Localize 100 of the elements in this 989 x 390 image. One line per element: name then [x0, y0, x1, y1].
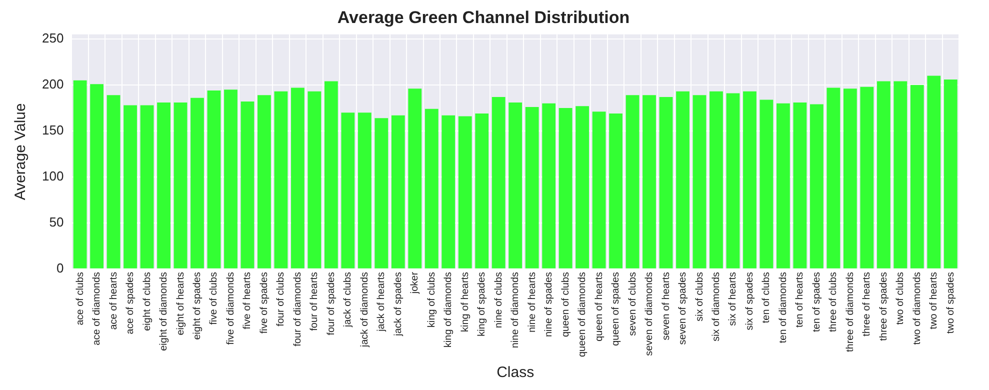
x-tick-label: six of spades	[744, 272, 756, 330]
bar	[525, 107, 539, 268]
bar	[341, 112, 355, 268]
bar	[207, 90, 221, 268]
chart-title: Average Green Channel Distribution	[337, 8, 630, 27]
bar	[475, 114, 489, 268]
x-tick-label: ten of diamonds	[778, 272, 789, 344]
x-tick-label: nine of hearts	[526, 272, 538, 333]
bar	[374, 118, 388, 268]
x-tick-label: six of clubs	[694, 272, 706, 322]
bar	[676, 91, 690, 268]
x-tick-label: three of hearts	[862, 272, 873, 336]
x-tick-label: queen of hearts	[594, 272, 605, 342]
bar	[291, 88, 304, 268]
x-tick-label: seven of clubs	[627, 272, 638, 336]
x-tick-label: nine of clubs	[493, 272, 504, 328]
bar	[508, 102, 522, 268]
bar	[592, 112, 606, 268]
x-tick-label: five of spades	[258, 272, 270, 334]
bar	[692, 95, 706, 268]
x-tick-label: king of spades	[476, 272, 488, 336]
x-tick-label: eight of diamonds	[158, 272, 170, 351]
x-tick-label: nine of spades	[544, 272, 555, 337]
x-tick-label: ace of clubs	[74, 272, 86, 326]
bar	[174, 102, 188, 268]
x-tick-label: four of diamonds	[292, 272, 304, 346]
x-tick-label: king of clubs	[426, 272, 438, 328]
bar	[358, 112, 372, 268]
bar	[894, 81, 908, 268]
bar	[73, 80, 87, 268]
bar	[492, 96, 506, 268]
bar	[810, 104, 824, 268]
x-tick-label: nine of diamonds	[510, 272, 522, 348]
x-tick-label: ten of clubs	[761, 272, 772, 324]
bar	[826, 88, 840, 268]
x-tick-label: four of hearts	[309, 272, 320, 331]
y-tick-label: 150	[42, 122, 64, 138]
x-tick-label: two of clubs	[895, 272, 906, 325]
y-tick-label: 50	[49, 214, 64, 230]
bar	[776, 103, 790, 268]
bar	[442, 115, 456, 268]
bar	[324, 81, 338, 268]
y-tick-label: 250	[42, 30, 64, 46]
x-tick-label: two of hearts	[928, 272, 940, 330]
x-tick-label: five of clubs	[208, 272, 220, 325]
x-tick-label: ace of diamonds	[92, 272, 103, 346]
x-tick-label: two of spades	[945, 272, 956, 334]
x-tick-label: ace of hearts	[108, 272, 120, 330]
x-tick-label: three of clubs	[828, 272, 840, 332]
bar	[944, 79, 958, 268]
x-tick-label: queen of diamonds	[577, 272, 588, 358]
x-tick-label: four of clubs	[276, 272, 287, 326]
x-tick-label: ten of hearts	[794, 272, 806, 328]
x-tick-label: queen of clubs	[560, 272, 572, 337]
x-tick-label: jack of diamonds	[359, 272, 370, 348]
bar	[576, 106, 590, 268]
bar	[726, 93, 740, 268]
bar	[124, 105, 137, 268]
bar	[927, 76, 941, 268]
y-tick-label: 200	[42, 76, 64, 92]
bar	[876, 81, 890, 268]
bar	[458, 116, 472, 268]
bar	[274, 91, 288, 268]
x-tick-label: joker	[410, 271, 421, 295]
bar	[743, 91, 756, 268]
x-tick-label: six of hearts	[728, 272, 739, 326]
x-tick-label: eight of spades	[192, 272, 204, 340]
bar	[609, 114, 622, 268]
bar	[626, 95, 640, 268]
bar	[391, 115, 405, 268]
bar	[659, 96, 673, 268]
bar	[90, 84, 104, 268]
x-axis-title: Class	[496, 364, 534, 382]
bar	[760, 100, 774, 268]
x-tick-label: six of diamonds	[710, 272, 722, 342]
x-tick-label: three of diamonds	[844, 272, 856, 352]
bar	[106, 95, 120, 268]
bar	[258, 95, 271, 268]
x-tick-label: five of hearts	[242, 272, 254, 330]
bar	[240, 102, 254, 268]
bar	[558, 108, 572, 268]
x-tick-label: four of spades	[326, 272, 337, 336]
y-tick-label: 0	[56, 260, 64, 276]
x-tick-label: ace of spades	[125, 272, 136, 334]
bar	[793, 102, 807, 268]
x-tick-label: king of hearts	[460, 272, 471, 332]
x-tick-label: queen of spades	[610, 272, 622, 346]
x-tick-label: jack of hearts	[376, 272, 388, 332]
bar	[424, 108, 438, 268]
bar	[843, 88, 857, 268]
bar	[190, 98, 204, 268]
x-tick-label: king of diamonds	[443, 272, 454, 348]
x-tick-label: eight of clubs	[142, 272, 153, 331]
x-tick-label: ten of spades	[811, 272, 822, 332]
bar	[542, 103, 556, 268]
x-tick-label: seven of hearts	[660, 272, 672, 340]
bar	[408, 88, 422, 268]
x-tick-label: eight of hearts	[175, 272, 186, 336]
x-tick-label: two of diamonds	[912, 272, 923, 345]
bar	[710, 91, 723, 268]
